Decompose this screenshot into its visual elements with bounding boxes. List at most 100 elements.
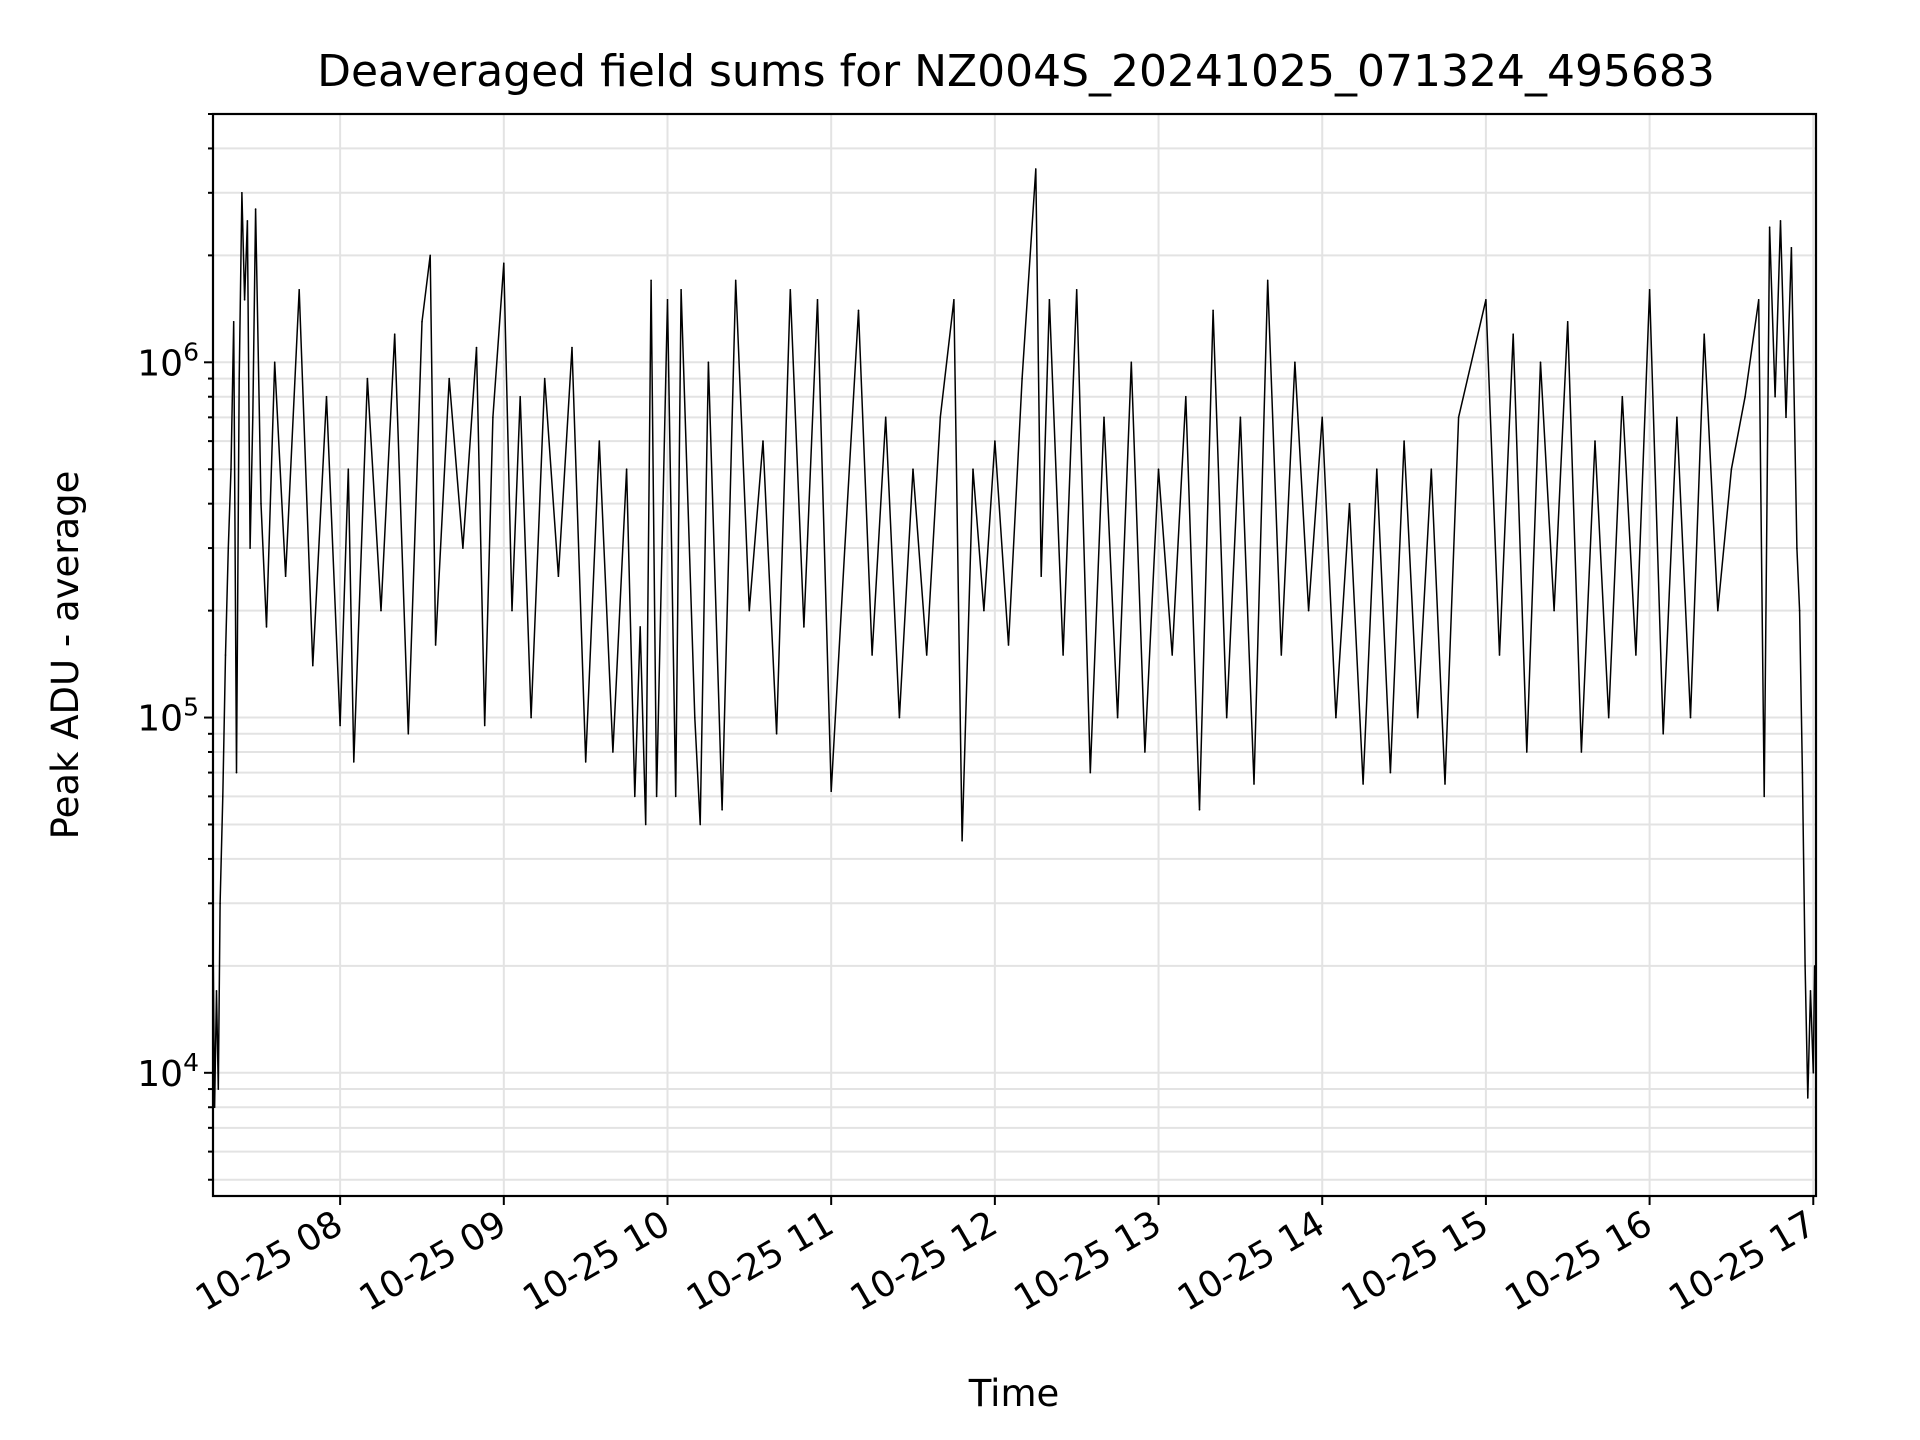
data-point xyxy=(224,654,227,656)
data-point xyxy=(571,346,573,349)
data-point xyxy=(844,547,846,549)
data-point xyxy=(1212,309,1214,312)
data-point xyxy=(830,790,832,793)
data-point xyxy=(1321,416,1323,419)
data-point xyxy=(748,609,751,612)
data-point xyxy=(213,1106,216,1108)
data-point xyxy=(232,321,235,323)
data-point xyxy=(1075,289,1078,291)
data-point xyxy=(1580,751,1583,753)
data-point xyxy=(871,654,873,656)
data-point xyxy=(650,279,652,282)
data-point xyxy=(857,309,860,312)
data-point xyxy=(1774,395,1776,398)
data-point xyxy=(1253,783,1255,785)
data-point xyxy=(1444,783,1446,785)
data-point xyxy=(884,416,887,419)
data-point xyxy=(1812,1072,1815,1074)
x-axis-label: Time xyxy=(968,1372,1060,1415)
data-point xyxy=(366,377,369,380)
data-point xyxy=(380,609,382,612)
data-point xyxy=(1403,440,1405,442)
data-point xyxy=(511,609,513,612)
data-point xyxy=(353,761,355,763)
data-point xyxy=(655,795,658,798)
data-point xyxy=(1796,547,1798,549)
data-point xyxy=(598,440,601,442)
data-point xyxy=(803,626,805,628)
data-point xyxy=(1768,226,1771,228)
data-point xyxy=(1280,654,1283,656)
data-point xyxy=(1676,416,1678,419)
data-point xyxy=(584,761,587,763)
data-point xyxy=(1594,440,1596,442)
data-point xyxy=(1130,361,1133,364)
data-point xyxy=(1457,416,1460,419)
data-point xyxy=(699,823,701,826)
y-tick-label: 105 xyxy=(137,693,199,740)
y-tick-label: 106 xyxy=(137,337,199,384)
data-point xyxy=(1348,502,1351,505)
data-point xyxy=(1062,654,1064,656)
data-point xyxy=(325,395,328,398)
data-point xyxy=(260,502,262,505)
data-point xyxy=(639,626,641,628)
data-point xyxy=(1007,644,1010,646)
data-point xyxy=(254,208,257,210)
data-point xyxy=(1185,395,1187,398)
data-point xyxy=(1717,609,1719,612)
data-point xyxy=(1171,654,1173,656)
data-point xyxy=(230,468,232,471)
data-point xyxy=(312,664,314,667)
data-point xyxy=(1539,361,1542,364)
data-point xyxy=(1294,361,1296,364)
data-point xyxy=(1335,716,1337,719)
data-point xyxy=(707,361,710,364)
data-point xyxy=(393,333,396,336)
data-point xyxy=(407,733,410,735)
data-point xyxy=(265,626,268,628)
data-point xyxy=(530,716,532,719)
data-point xyxy=(238,377,240,380)
data-point xyxy=(219,902,221,905)
data-point xyxy=(625,468,628,471)
data-point xyxy=(347,468,350,471)
data-point xyxy=(953,299,955,301)
data-point xyxy=(429,254,432,257)
data-point xyxy=(1144,751,1146,753)
data-point xyxy=(983,609,985,612)
data-point xyxy=(1763,795,1765,798)
data-point xyxy=(492,416,494,419)
data-point xyxy=(912,468,914,471)
data-point xyxy=(634,795,636,798)
data-point xyxy=(243,299,246,301)
data-point xyxy=(972,468,974,471)
data-point xyxy=(994,440,996,442)
data-point xyxy=(217,1088,220,1090)
y-axis-label: Peak ADU - average xyxy=(44,471,87,840)
data-point xyxy=(298,289,301,291)
data-point xyxy=(1790,247,1793,249)
data-point xyxy=(1198,809,1201,811)
data-point xyxy=(227,547,230,549)
data-point xyxy=(612,751,614,753)
data-point xyxy=(215,990,218,992)
data-point xyxy=(898,716,901,719)
data-point xyxy=(1089,771,1092,774)
data-point xyxy=(1689,716,1692,719)
data-point xyxy=(1635,654,1637,656)
data-point xyxy=(1389,771,1392,774)
data-point xyxy=(762,440,764,442)
data-point xyxy=(961,840,963,842)
data-point xyxy=(1416,716,1419,719)
data-point xyxy=(284,575,287,577)
data-point xyxy=(1498,654,1501,656)
data-point xyxy=(939,416,942,419)
data-point xyxy=(1607,716,1610,719)
data-point xyxy=(503,262,505,265)
data-point xyxy=(1526,751,1528,753)
data-point xyxy=(1804,965,1806,967)
data-point xyxy=(1376,468,1378,471)
data-point xyxy=(1757,299,1760,301)
data-point xyxy=(475,346,478,349)
